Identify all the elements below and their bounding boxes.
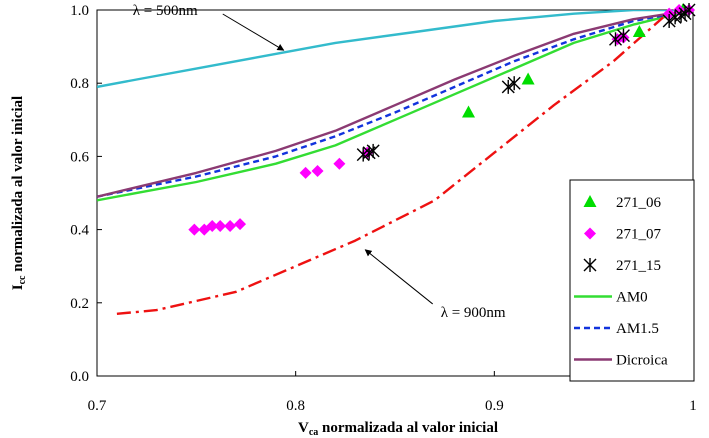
x-tick-label: 0.7 — [88, 398, 107, 414]
data-point-271-06 — [632, 24, 646, 37]
data-point-271-15 — [507, 76, 521, 91]
legend-label: 271_07 — [616, 227, 662, 243]
series-line-dicroica — [97, 10, 693, 198]
y-axis-title: Icc normalizada al valor inicial — [10, 96, 28, 290]
annotation-label: λ = 900nm — [441, 305, 506, 321]
legend-label: 271_15 — [616, 258, 661, 274]
data-point-271-15 — [501, 79, 515, 94]
data-point-271-07 — [299, 166, 312, 179]
y-tick-label: 0.4 — [70, 223, 89, 239]
data-point-271-15 — [662, 13, 676, 28]
data-point-271-07 — [663, 7, 676, 20]
legend-label: Dicroica — [616, 353, 668, 369]
legend-label: AM0 — [616, 290, 648, 306]
y-tick-label: 1.0 — [70, 3, 89, 19]
x-tick-label: 0.8 — [286, 398, 305, 414]
data-point-271-07 — [206, 219, 219, 232]
legend-swatch — [583, 258, 597, 272]
data-point-271-07 — [333, 157, 346, 170]
series-line-am0 — [97, 10, 693, 202]
data-point-271-07 — [673, 4, 686, 16]
data-point-271-07 — [224, 219, 237, 232]
legend-entry-271-07: 271_07 — [584, 227, 662, 243]
series-line-unnamed-3 — [97, 10, 693, 89]
data-point-271-07 — [214, 219, 227, 232]
legend-box — [569, 179, 695, 382]
data-point-271-15 — [609, 32, 623, 47]
legend-label: 271_06 — [616, 195, 662, 211]
data-point-271-07 — [188, 223, 201, 236]
data-point-271-07 — [311, 165, 324, 178]
y-tick-label: 0.8 — [70, 76, 89, 92]
y-tick-label: 0.2 — [70, 296, 89, 312]
legend-entry-271-15: 271_15 — [583, 258, 661, 274]
x-tick-label: 1 — [689, 398, 697, 414]
annotations: λ = 500nm λ = 900nm — [133, 3, 506, 321]
legend-entry-271-06: 271_06 — [583, 195, 662, 211]
x-tick-label: 0.9 — [485, 398, 504, 414]
legend-label: AM1.5 — [616, 321, 659, 337]
series-line-am1-5 — [97, 10, 693, 198]
data-point-271-06 — [521, 72, 535, 85]
data-point-271-15 — [682, 3, 696, 17]
legend: 271_06 271_07 271_15 AM0 AM1.5 Dicroica — [569, 179, 695, 382]
data-point-271-07 — [234, 218, 247, 231]
legend-entry-am1-5: AM1.5 — [574, 321, 659, 337]
data-point-271-15 — [616, 28, 630, 43]
legend-swatch — [584, 227, 596, 240]
x-axis-title: Vca normalizada al valor inicial — [298, 420, 498, 438]
data-point-271-15 — [366, 143, 380, 158]
annotation-label: λ = 500nm — [133, 3, 198, 19]
y-axis-ticks: 0.0 0.2 0.4 0.6 0.8 1.0 — [70, 3, 102, 385]
legend-swatch — [583, 195, 597, 207]
annotation-arrow — [222, 13, 285, 51]
annotation-arrow — [364, 249, 434, 305]
y-tick-label: 0.0 — [70, 369, 89, 385]
series-markers — [188, 3, 696, 236]
x-axis-ticks: 0.7 0.8 0.9 1 — [88, 371, 697, 414]
data-point-271-06 — [462, 105, 476, 118]
y-tick-label: 0.6 — [70, 149, 89, 165]
series-lines — [97, 10, 693, 315]
legend-entry-am0: AM0 — [574, 290, 648, 306]
legend-entry-dicroica: Dicroica — [574, 353, 668, 369]
